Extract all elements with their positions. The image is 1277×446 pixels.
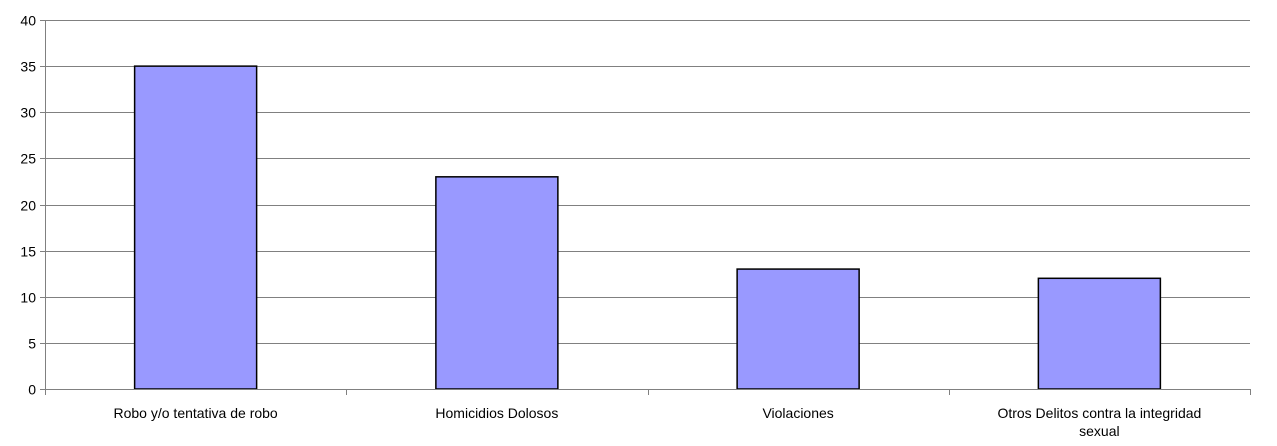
y-tick-label: 15: [20, 244, 36, 260]
x-tick-label: Otros Delitos contra la integridad: [997, 405, 1201, 421]
bar: [435, 176, 559, 390]
y-tick-label: 35: [20, 59, 36, 75]
y-tick-label: 40: [20, 13, 36, 29]
x-tick-label: sexual: [1079, 423, 1119, 439]
bar: [1037, 277, 1162, 390]
y-tick-label: 5: [28, 336, 36, 352]
x-tick-labels: Robo y/o tentativa de robo Homicidios Dol…: [114, 405, 1202, 439]
axes: [40, 20, 1251, 395]
y-tick-label: 20: [20, 198, 36, 214]
y-tick-label: 10: [20, 290, 36, 306]
y-tick-label: 25: [20, 151, 36, 167]
bar: [133, 65, 258, 390]
y-tick-label: 30: [20, 105, 36, 121]
y-tick-label: 0: [28, 382, 36, 398]
x-tick-label: Violaciones: [762, 405, 833, 421]
bars: [133, 65, 1162, 390]
x-tick-label: Robo y/o tentativa de robo: [114, 405, 278, 421]
y-tick-labels: 0 5 10 15 20 25 30 35 40: [20, 13, 36, 398]
x-tick-label: Homicidios Dolosos: [435, 405, 558, 421]
bar: [736, 268, 860, 390]
